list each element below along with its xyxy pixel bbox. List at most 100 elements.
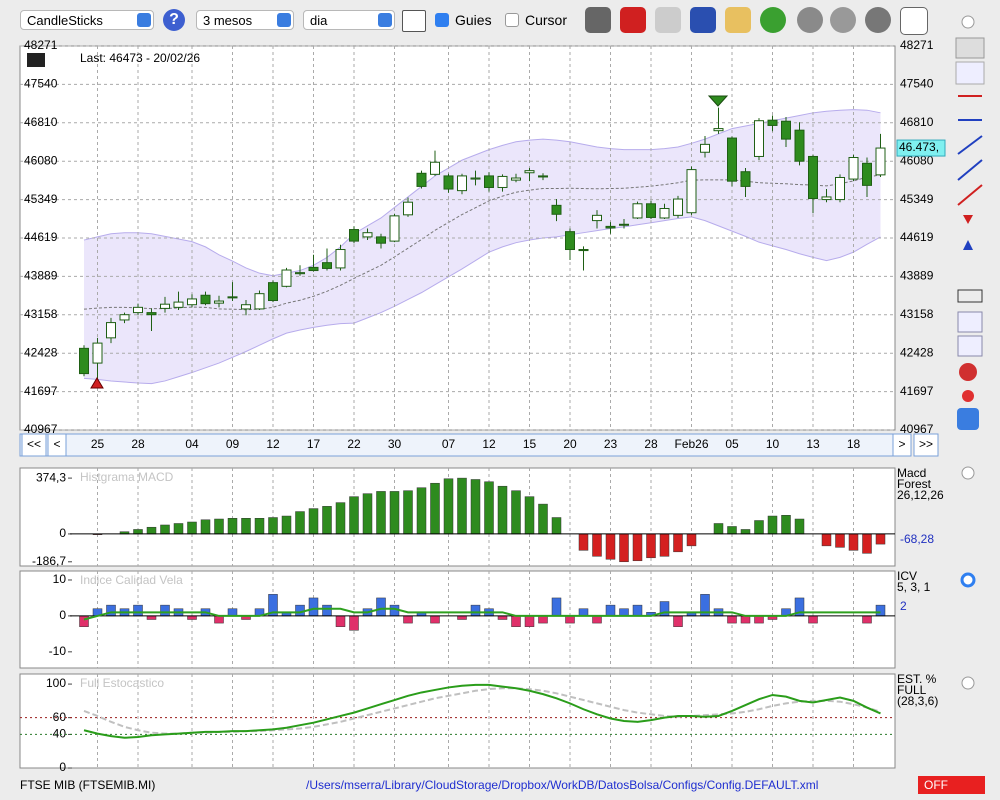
candle-body: [470, 177, 481, 180]
stop-button[interactable]: [959, 363, 977, 381]
bar: [713, 523, 724, 535]
swap-button[interactable]: [957, 408, 979, 430]
bar: [875, 604, 886, 617]
percent-tool[interactable]: [957, 335, 983, 357]
bar: [416, 612, 427, 617]
bar: [241, 615, 251, 620]
currency-icon[interactable]: [830, 7, 856, 33]
mode-badge[interactable]: [918, 776, 985, 794]
bar: [511, 490, 521, 535]
x-tick-label: 04: [185, 437, 199, 451]
zoom-button[interactable]: [955, 37, 985, 59]
candle-body: [254, 293, 265, 310]
y-tick-label: 40967: [24, 422, 58, 436]
y-tick-label: 41697: [900, 384, 934, 398]
y-tick-label: 45349: [900, 192, 934, 206]
bar: [376, 597, 386, 617]
percent-tool[interactable]: [957, 311, 983, 333]
up-arrow-tool[interactable]: [963, 240, 973, 250]
bar: [848, 533, 859, 551]
candle-body: [713, 128, 724, 132]
indicator-label: ICV: [897, 569, 917, 583]
x-tick-label: 28: [644, 437, 658, 451]
bar: [565, 615, 575, 624]
bar: [673, 615, 683, 627]
bar: [551, 597, 562, 617]
help-button[interactable]: ?: [163, 9, 185, 31]
calendar-icon[interactable]: [900, 7, 928, 35]
nav-button[interactable]: [47, 433, 67, 457]
nav-button[interactable]: [892, 433, 912, 457]
candle-body: [227, 296, 238, 299]
open-icon[interactable]: [725, 7, 751, 33]
candle-body: [79, 347, 89, 375]
bar: [605, 604, 616, 617]
chart-icon[interactable]: [402, 10, 426, 32]
print-icon[interactable]: [655, 7, 681, 33]
delete-icon[interactable]: [620, 7, 646, 33]
period-select[interactable]: 3 mesos: [196, 10, 294, 30]
radio-selected[interactable]: [960, 572, 976, 588]
radio[interactable]: [961, 15, 975, 29]
bar: [754, 520, 764, 535]
chart-type-select[interactable]: CandleSticks: [20, 10, 154, 30]
bar: [430, 615, 440, 624]
candle-body: [794, 129, 805, 162]
bar: [767, 515, 778, 535]
candle-body: [187, 298, 197, 306]
y-tick-label: 44619: [24, 230, 58, 244]
radio[interactable]: [961, 466, 975, 480]
guides-checkbox[interactable]: [435, 13, 449, 27]
x-tick-label: 15: [523, 437, 537, 451]
trend-tool[interactable]: [957, 135, 983, 155]
save-icon[interactable]: [690, 7, 716, 33]
settings-icon[interactable]: [865, 7, 891, 33]
bar: [79, 615, 89, 627]
bar: [146, 615, 157, 620]
candle-body: [119, 314, 130, 321]
download-icon[interactable]: [797, 7, 823, 33]
list-tool[interactable]: [957, 289, 983, 303]
radio[interactable]: [961, 676, 975, 690]
record-button[interactable]: [962, 390, 974, 402]
trash-icon[interactable]: [585, 7, 611, 33]
series-line: [83, 687, 881, 735]
nav-button[interactable]: [913, 433, 939, 457]
trend-tool[interactable]: [957, 184, 983, 206]
candle-body: [686, 169, 697, 214]
bar: [727, 615, 737, 624]
down-arrow-tool[interactable]: [963, 215, 973, 224]
guides-label: Guies: [455, 12, 492, 28]
trend-tool[interactable]: [957, 159, 983, 181]
refresh-icon[interactable]: [760, 7, 786, 33]
candle-body: [335, 249, 346, 269]
candle-body: [821, 196, 832, 201]
bar: [389, 491, 400, 535]
y-tick-label: 0: [59, 526, 66, 540]
tool-button[interactable]: [955, 61, 985, 85]
bollinger-band-fill: [84, 109, 881, 384]
candle-body: [767, 119, 778, 126]
y-tick-label: 43158: [24, 307, 58, 321]
interval-text: dia: [310, 13, 328, 28]
candle-body: [403, 201, 413, 216]
date-bar: [19, 433, 894, 457]
bar: [173, 523, 184, 535]
sell-signal: [707, 95, 729, 107]
bar: [511, 615, 521, 627]
panel-title: Indice Calidad Vela: [80, 573, 183, 587]
nav-button[interactable]: [21, 433, 47, 457]
candle-body: [389, 215, 400, 242]
bar: [187, 615, 197, 620]
bar: [268, 517, 278, 535]
cursor-checkbox[interactable]: [505, 13, 519, 27]
sidebar: [955, 15, 985, 690]
y-tick-label: 42428: [900, 345, 934, 359]
candle-body: [565, 231, 575, 251]
bollinger-band-line: [83, 216, 881, 385]
candle-body: [160, 303, 170, 309]
interval-select[interactable]: dia: [303, 10, 395, 30]
bar: [443, 478, 454, 535]
indicator-label: FULL: [897, 683, 927, 697]
bar: [349, 496, 359, 535]
